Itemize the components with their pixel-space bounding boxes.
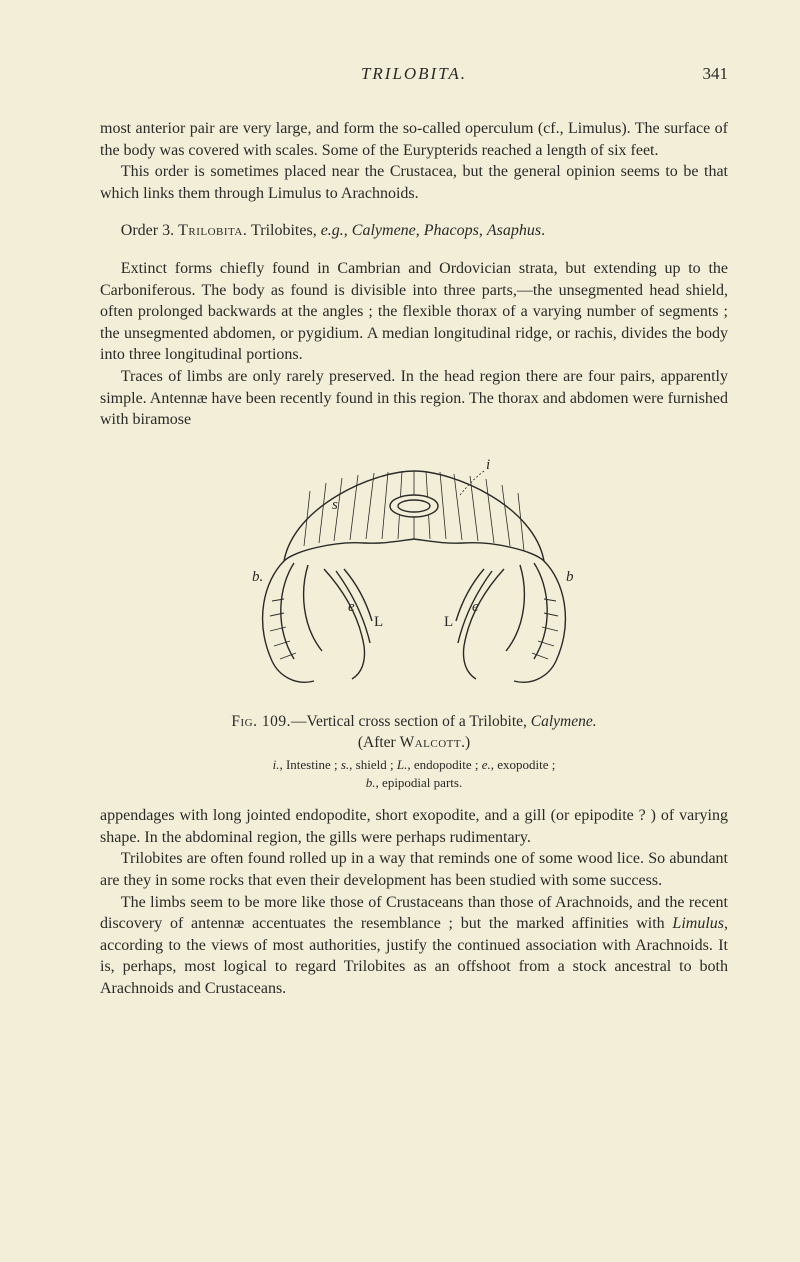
- fig-label-i: i: [486, 457, 490, 473]
- gap: [100, 242, 728, 258]
- fig-species: Calymene.: [531, 713, 597, 730]
- order-line: Order 3. Trilobita. Trilobites, e.g., Ca…: [100, 220, 728, 242]
- page-number: 341: [688, 64, 728, 84]
- paragraph-3: Extinct forms chiefly found in Cambrian …: [100, 258, 728, 366]
- fig-label-b-right: b: [566, 569, 574, 585]
- paragraph-6: Trilobites are often found rolled up in …: [100, 848, 728, 891]
- paragraph-4: Traces of limbs are only rarely preserve…: [100, 366, 728, 431]
- fig-label-e-left: e: [348, 599, 355, 615]
- running-title: TRILOBITA.: [140, 64, 688, 84]
- fig-label-b-left: b.: [252, 569, 263, 585]
- running-head: TRILOBITA. 341: [100, 64, 728, 84]
- fig-caption-text: —Vertical cross section of a Trilobite,: [291, 713, 531, 730]
- fig-label-s: s: [332, 497, 338, 513]
- fig-label-L-left: L: [374, 614, 383, 630]
- order-name: Trilobita.: [178, 222, 247, 239]
- order-rest: Trilobites, e.g., Calymene, Phacops, Asa…: [247, 222, 545, 239]
- trilobite-cross-section-illustration: i s b. b e e L L: [224, 451, 604, 701]
- page: TRILOBITA. 341 most anterior pair are ve…: [0, 0, 800, 1262]
- paragraph-7: The limbs seem to be more like those of …: [100, 892, 728, 1000]
- fig-label-L-right: L: [444, 614, 453, 630]
- figure-subcaption: i., Intestine ; s., shield ; L., endopod…: [100, 756, 728, 791]
- order-prefix: Order 3.: [121, 222, 178, 239]
- paragraph-5: appendages with long jointed endopodite,…: [100, 805, 728, 848]
- fig-caption-line2: (After Walcott.): [358, 734, 470, 751]
- gap: [100, 204, 728, 220]
- paragraph-2: This order is sometimes placed near the …: [100, 161, 728, 204]
- figure-109: i s b. b e e L L Fig. 109.—Vertical cros…: [100, 451, 728, 791]
- paragraph-1: most anterior pair are very large, and f…: [100, 118, 728, 161]
- figure-caption: Fig. 109.—Vertical cross section of a Tr…: [100, 711, 728, 754]
- fig-number: Fig. 109.: [231, 713, 291, 730]
- fig-label-e-right: e: [472, 599, 479, 615]
